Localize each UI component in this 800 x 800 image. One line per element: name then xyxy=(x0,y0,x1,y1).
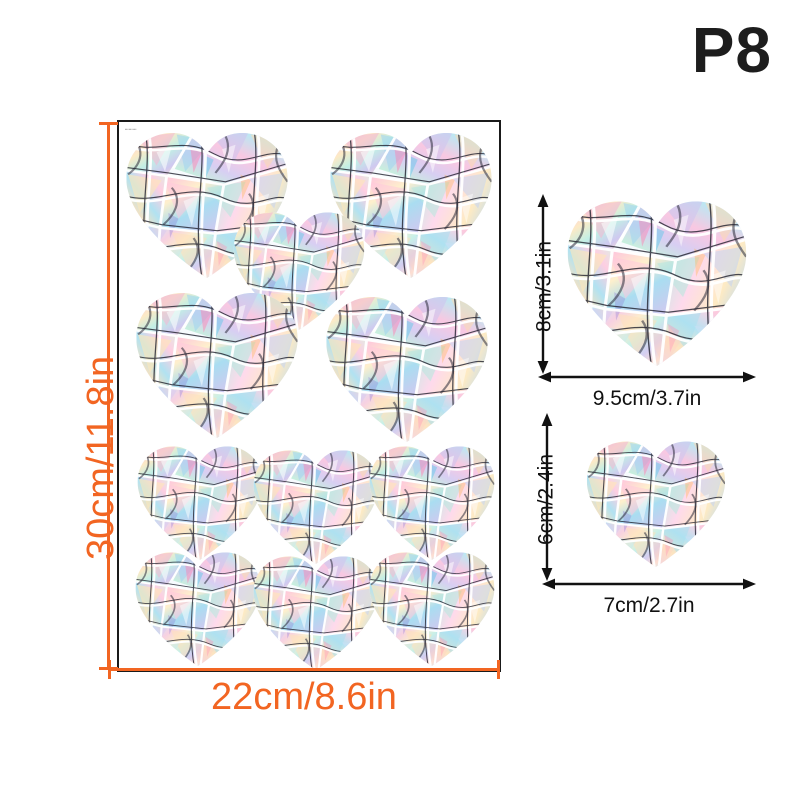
sticker-sheet: ▪▪▪▪▪▪▪▪▪ xyxy=(117,120,501,672)
sticker-heart xyxy=(251,554,381,670)
specimen-large-heart: 8cm/3.1in 9.5cm/3.7in xyxy=(520,190,780,409)
sticker-heart xyxy=(251,448,381,564)
small-heart-width-label: 7cm/2.7in xyxy=(603,594,695,617)
sticker-heart xyxy=(323,294,491,442)
small-heart-height-label: 6cm/2.4in xyxy=(534,453,558,546)
large-heart-height-arrow xyxy=(537,194,549,374)
sheet-height-label: 30cm/11.8in xyxy=(80,355,122,560)
large-heart-sample xyxy=(564,198,750,366)
product-code-title: P8 xyxy=(691,14,772,86)
sticker-heart xyxy=(367,444,497,560)
large-heart-width-arrow xyxy=(538,371,756,383)
sheet-width-dimension-line xyxy=(108,660,500,679)
sheet-width-cap-left xyxy=(108,660,111,679)
sticker-heart xyxy=(133,290,301,438)
large-heart-width-label: 9.5cm/3.7in xyxy=(592,387,702,410)
sticker-heart xyxy=(135,444,265,560)
small-heart-sample xyxy=(584,439,728,567)
sheet-height-cap-top xyxy=(99,122,118,125)
large-heart-height-label: 8cm/3.1in xyxy=(532,240,556,333)
sheet-width-label: 22cm/8.6in xyxy=(211,676,397,718)
sheet-width-cap-right xyxy=(497,660,500,679)
sheet-print-mark: ▪▪▪▪▪▪▪▪▪ xyxy=(125,128,137,131)
sticker-heart xyxy=(367,550,497,666)
small-heart-width-arrow xyxy=(542,578,756,590)
specimen-small-heart: 6cm/2.4in 7cm/2.7in xyxy=(520,405,780,616)
small-heart-height-arrow xyxy=(541,413,553,581)
sticker-heart xyxy=(133,550,263,666)
